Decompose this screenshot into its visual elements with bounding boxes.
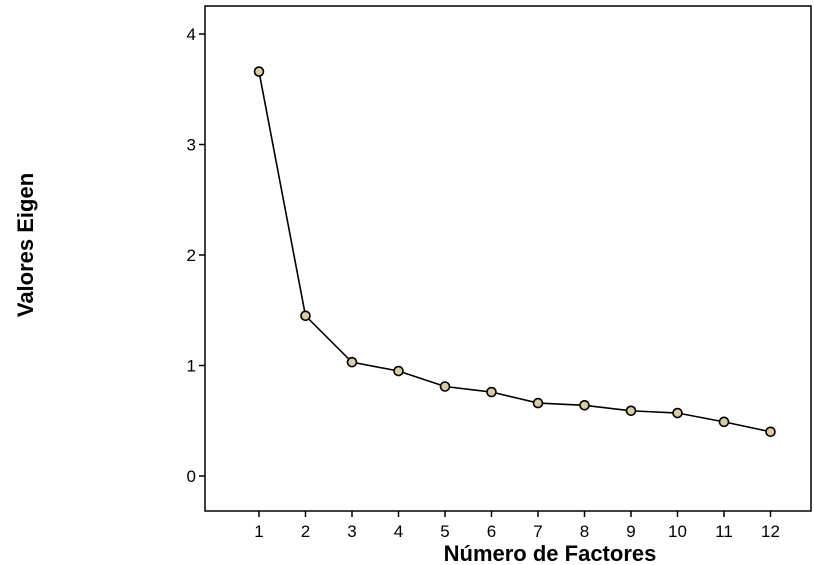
data-point xyxy=(441,382,450,391)
x-tick-label: 7 xyxy=(533,522,542,541)
x-tick-label: 2 xyxy=(301,522,310,541)
y-tick-label: 0 xyxy=(187,467,196,486)
data-point xyxy=(301,311,310,320)
y-tick-label: 1 xyxy=(187,357,196,376)
x-tick-label: 1 xyxy=(254,522,263,541)
y-tick-label: 4 xyxy=(187,25,196,44)
series xyxy=(255,67,776,436)
data-point xyxy=(534,399,543,408)
data-point xyxy=(255,67,264,76)
y-tick-label: 3 xyxy=(187,136,196,155)
y-axis-title: Valores Eigen xyxy=(13,173,38,317)
data-point xyxy=(720,417,729,426)
x-tick-label: 6 xyxy=(487,522,496,541)
series-line xyxy=(259,72,771,432)
x-tick-label: 8 xyxy=(580,522,589,541)
x-axis-title: Número de Factores xyxy=(444,541,657,565)
x-tick-label: 5 xyxy=(440,522,449,541)
data-point xyxy=(394,367,403,376)
data-point xyxy=(487,388,496,397)
y-tick-label: 2 xyxy=(187,246,196,265)
x-tick-label: 10 xyxy=(668,522,687,541)
x-tick-label: 4 xyxy=(394,522,403,541)
x-tick-label: 9 xyxy=(626,522,635,541)
data-point xyxy=(766,427,775,436)
y-axis-ticks: 0 1 2 3 4 xyxy=(187,25,205,486)
data-point xyxy=(627,406,636,415)
data-point xyxy=(673,409,682,418)
data-point xyxy=(348,358,357,367)
data-point xyxy=(580,401,589,410)
x-tick-label: 12 xyxy=(761,522,780,541)
x-axis-ticks: 1 2 3 4 5 6 7 8 9 10 11 12 xyxy=(254,511,780,541)
plot-frame xyxy=(205,6,811,511)
x-tick-label: 11 xyxy=(715,522,733,541)
x-tick-label: 3 xyxy=(347,522,356,541)
